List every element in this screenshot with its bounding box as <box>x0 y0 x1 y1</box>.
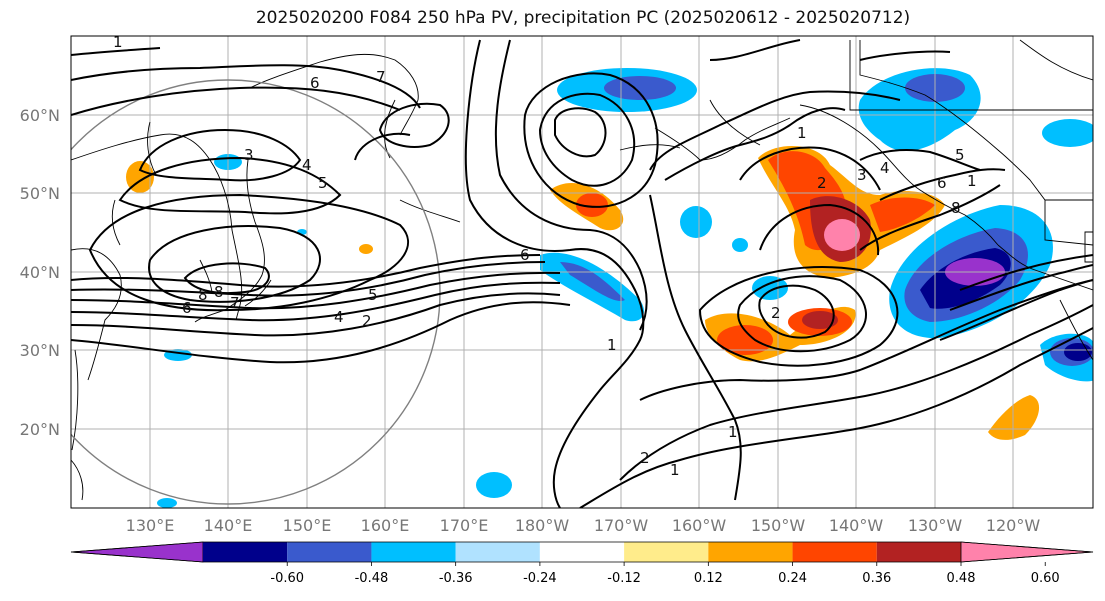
colorbar-border <box>70 541 1094 563</box>
contour-label: 1 <box>607 336 617 354</box>
colorbar-segment <box>876 542 961 562</box>
lon-label: 150°W <box>751 516 806 535</box>
contour-label: 5 <box>955 146 965 164</box>
contour-label: 6 <box>937 174 947 192</box>
colorbar-segment <box>287 542 372 562</box>
contour-label: 1 <box>728 423 738 441</box>
contour-label: 5 <box>318 174 328 192</box>
colorbar-segment <box>539 542 625 562</box>
contour-label: 8 <box>198 286 208 304</box>
colorbar-tick-label: -0.60 <box>270 571 304 586</box>
contour-label: 4 <box>880 159 890 177</box>
contour-label: 7 <box>376 68 386 86</box>
lon-label: 140°W <box>829 516 884 535</box>
colorbar-tick-label: 0.24 <box>778 571 807 586</box>
lon-label: 120°W <box>986 516 1041 535</box>
colorbar-segment <box>792 542 877 562</box>
colorbar-segment <box>203 542 288 562</box>
contour-label: 2 <box>817 174 827 192</box>
contour-label: 2 <box>362 312 372 330</box>
colorbar-tick-label: 0.12 <box>694 571 723 586</box>
contour-label: 8 <box>951 199 961 217</box>
contour-label: 3 <box>857 166 867 184</box>
lon-label: 150°E <box>283 516 332 535</box>
colorbar: -0.60 -0.48 -0.36 -0.24 -0.12 0.12 0.24 0.36 0.4… <box>70 541 1094 586</box>
lon-label: 180°W <box>515 516 570 535</box>
contour-label: 4 <box>302 156 312 174</box>
colorbar-tick-label: -0.24 <box>523 571 557 586</box>
lon-label: 160°W <box>672 516 727 535</box>
contour-label: 7 <box>230 294 240 312</box>
contour-label: 2 <box>771 304 781 322</box>
lon-label: 130°E <box>126 516 175 535</box>
lat-label: 40°N <box>20 263 60 282</box>
contour-label: 5 <box>368 286 378 304</box>
colorbar-segment <box>708 542 793 562</box>
lat-label: 20°N <box>20 420 60 439</box>
map-title: 2025020200 F084 250 hPa PV, precipitatio… <box>255 8 911 28</box>
contour-label: 4 <box>334 308 344 326</box>
contour-label: 8 <box>214 283 224 301</box>
colorbar-tick-label: -0.12 <box>607 571 641 586</box>
colorbar-segment <box>624 542 709 562</box>
lat-label: 50°N <box>20 184 60 203</box>
lon-label: 170°E <box>440 516 489 535</box>
contour-label: 6 <box>520 246 530 264</box>
lon-label: 160°E <box>361 516 410 535</box>
colorbar-tick-label: 0.48 <box>947 571 976 586</box>
contour-label: 1 <box>113 33 123 51</box>
colorbar-tick-label: -0.36 <box>439 571 473 586</box>
colorbar-extend-low <box>70 541 204 563</box>
colorbar-segment <box>455 542 540 562</box>
lon-label: 170°W <box>594 516 649 535</box>
lon-label: 140°E <box>204 516 253 535</box>
contour-label: 3 <box>244 146 254 164</box>
contour-labels: 1 1 2 3 4 5 6 7 8 1 2 3 4 5 6 6 7 8 1 1 … <box>113 33 977 479</box>
contour-label: 2 <box>640 449 650 467</box>
colorbar-tick-label: 0.60 <box>1031 571 1060 586</box>
lat-label: 30°N <box>20 341 60 360</box>
contour-label: 6 <box>310 74 320 92</box>
lat-label: 60°N <box>20 106 60 125</box>
contour-label: 1 <box>797 124 807 142</box>
pv-contours <box>71 39 1093 508</box>
colorbar-extend-high <box>960 541 1094 563</box>
colorbar-tick-label: -0.48 <box>355 571 389 586</box>
latitude-labels: 60°N 50°N 40°N 30°N 20°N <box>20 106 60 439</box>
longitude-labels: 130°E 140°E 150°E 160°E 170°E 180°W 170°… <box>126 516 1041 535</box>
contour-label: 1 <box>967 172 977 190</box>
contour-label: 6 <box>182 299 192 317</box>
colorbar-segment <box>371 542 456 562</box>
highlight-circle <box>71 79 441 505</box>
contour-label: 1 <box>670 461 680 479</box>
colorbar-tick-label: 0.36 <box>862 571 891 586</box>
lon-label: 130°W <box>908 516 963 535</box>
map-frame <box>70 35 1094 509</box>
